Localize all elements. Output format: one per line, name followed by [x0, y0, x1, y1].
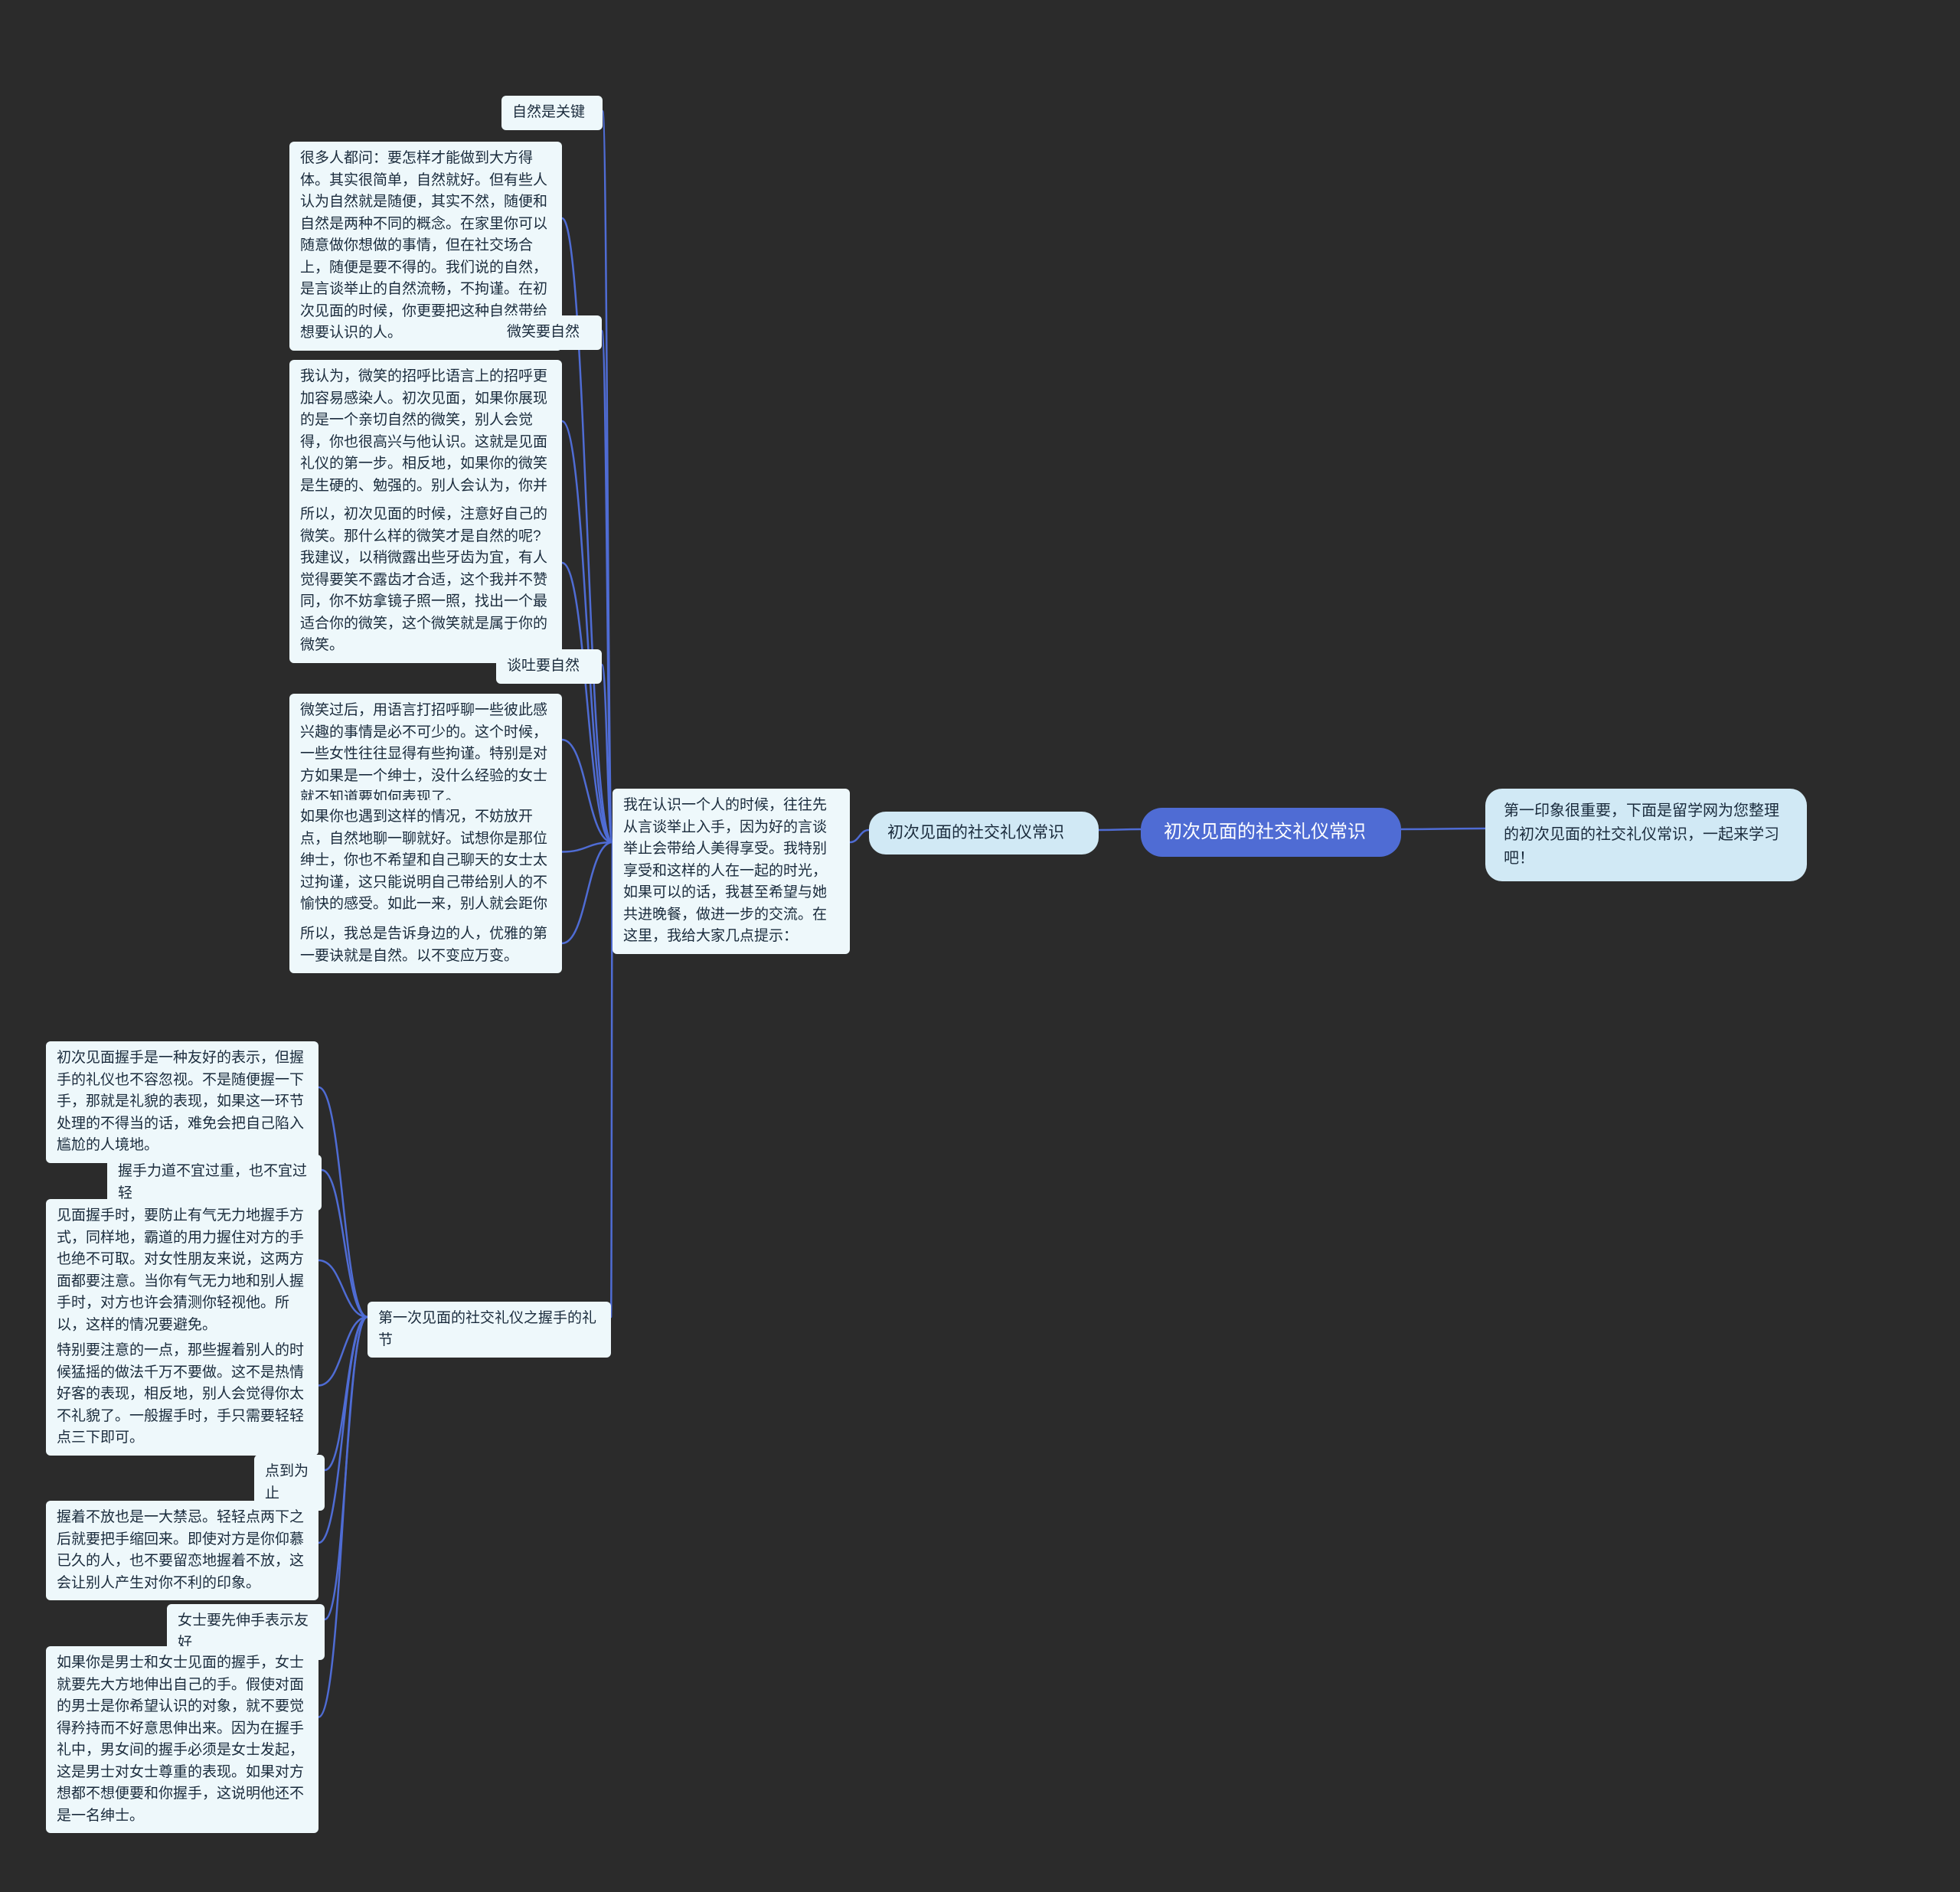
- root-label: 初次见面的社交礼仪常识: [1164, 822, 1366, 842]
- n3-2-text: 如果你也遇到这样的情况，不妨放开点，自然地聊一聊就好。试想你是那位绅士，你也不希…: [300, 809, 547, 934]
- intro-text: 我在认识一个人的时候，往往先从言谈举止入手，因为好的言谈举止会带给人美得享受。我…: [623, 797, 827, 944]
- n3-1-text: 微笑过后，用语言打招呼聊一些彼此感兴趣的事情是必不可少的。这个时候，一些女性往往…: [300, 702, 547, 805]
- h3-1-text: 握着不放也是一大禁忌。轻轻点两下之后就要把手缩回来。即使对方是你仰慕已久的人，也…: [57, 1509, 304, 1591]
- handshake-brief-detail[interactable]: 握着不放也是一大禁忌。轻轻点两下之后就要把手缩回来。即使对方是你仰慕已久的人，也…: [46, 1501, 318, 1600]
- h3-label: 点到为止: [265, 1463, 309, 1502]
- node-talk-detail-3[interactable]: 所以，我总是告诉身边的人，优雅的第一要诀就是自然。以不变应万变。: [289, 917, 562, 973]
- n2-label: 微笑要自然: [507, 324, 580, 340]
- n2-1-text: 我认为，微笑的招呼比语言上的招呼更加容易感染人。初次见面，如果你展现的是一个亲切…: [300, 368, 547, 515]
- right-summary[interactable]: 第一印象很重要，下面是留学网为您整理的初次见面的社交礼仪常识，一起来学习吧！: [1485, 789, 1807, 881]
- n3-3-text: 所以，我总是告诉身边的人，优雅的第一要诀就是自然。以不变应万变。: [300, 926, 547, 964]
- handshake-branch[interactable]: 第一次见面的社交礼仪之握手的礼节: [368, 1302, 611, 1358]
- n1-1-text: 很多人都问：要怎样才能做到大方得体。其实很简单，自然就好。但有些人认为自然就是随…: [300, 150, 547, 341]
- handshake-force-detail-2[interactable]: 特别要注意的一点，那些握着别人的时候猛摇的做法千万不要做。这不是热情好客的表现，…: [46, 1334, 318, 1456]
- left-branch-main[interactable]: 初次见面的社交礼仪常识: [869, 812, 1099, 855]
- h2-1-text: 见面握手时，要防止有气无力地握手方式，同样地，霸道的用力握住对方的手也绝不可取。…: [57, 1207, 304, 1333]
- node-smile-detail-2[interactable]: 所以，初次见面的时候，注意好自己的微笑。那什么样的微笑才是自然的呢?我建议，以稍…: [289, 498, 562, 663]
- handshake-branch-label: 第一次见面的社交礼仪之握手的礼节: [378, 1310, 596, 1348]
- h2-label: 握手力道不宜过重，也不宜过轻: [118, 1163, 307, 1201]
- node-talk[interactable]: 谈吐要自然: [496, 649, 602, 684]
- handshake-force-detail-1[interactable]: 见面握手时，要防止有气无力地握手方式，同样地，霸道的用力握住对方的手也绝不可取。…: [46, 1199, 318, 1342]
- handshake-lady-detail[interactable]: 如果你是男士和女士见面的握手，女士就要先大方地伸出自己的手。假使对面的男士是你希…: [46, 1646, 318, 1833]
- node-smile[interactable]: 微笑要自然: [496, 315, 602, 350]
- intro-paragraph[interactable]: 我在认识一个人的时候，往往先从言谈举止入手，因为好的言谈举止会带给人美得享受。我…: [612, 789, 850, 954]
- h4-label: 女士要先伸手表示友好: [178, 1613, 309, 1651]
- n3-label: 谈吐要自然: [507, 658, 580, 674]
- node-natural-key[interactable]: 自然是关键: [501, 96, 603, 130]
- mindmap-root[interactable]: 初次见面的社交礼仪常识: [1141, 808, 1401, 857]
- h1-text: 初次见面握手是一种友好的表示，但握手的礼仪也不容忽视。不是随便握一下手，那就是礼…: [57, 1050, 304, 1153]
- n1-label: 自然是关键: [512, 104, 585, 120]
- left-branch-label: 初次见面的社交礼仪常识: [887, 824, 1064, 841]
- handshake-intro[interactable]: 初次见面握手是一种友好的表示，但握手的礼仪也不容忽视。不是随便握一下手，那就是礼…: [46, 1041, 318, 1163]
- right-summary-text: 第一印象很重要，下面是留学网为您整理的初次见面的社交礼仪常识，一起来学习吧！: [1504, 802, 1779, 867]
- node-talk-detail-1[interactable]: 微笑过后，用语言打招呼聊一些彼此感兴趣的事情是必不可少的。这个时候，一些女性往往…: [289, 694, 562, 815]
- h4-1-text: 如果你是男士和女士见面的握手，女士就要先大方地伸出自己的手。假使对面的男士是你希…: [57, 1655, 304, 1824]
- h2-2-text: 特别要注意的一点，那些握着别人的时候猛摇的做法千万不要做。这不是热情好客的表现，…: [57, 1342, 304, 1446]
- n2-2-text: 所以，初次见面的时候，注意好自己的微笑。那什么样的微笑才是自然的呢?我建议，以稍…: [300, 506, 547, 653]
